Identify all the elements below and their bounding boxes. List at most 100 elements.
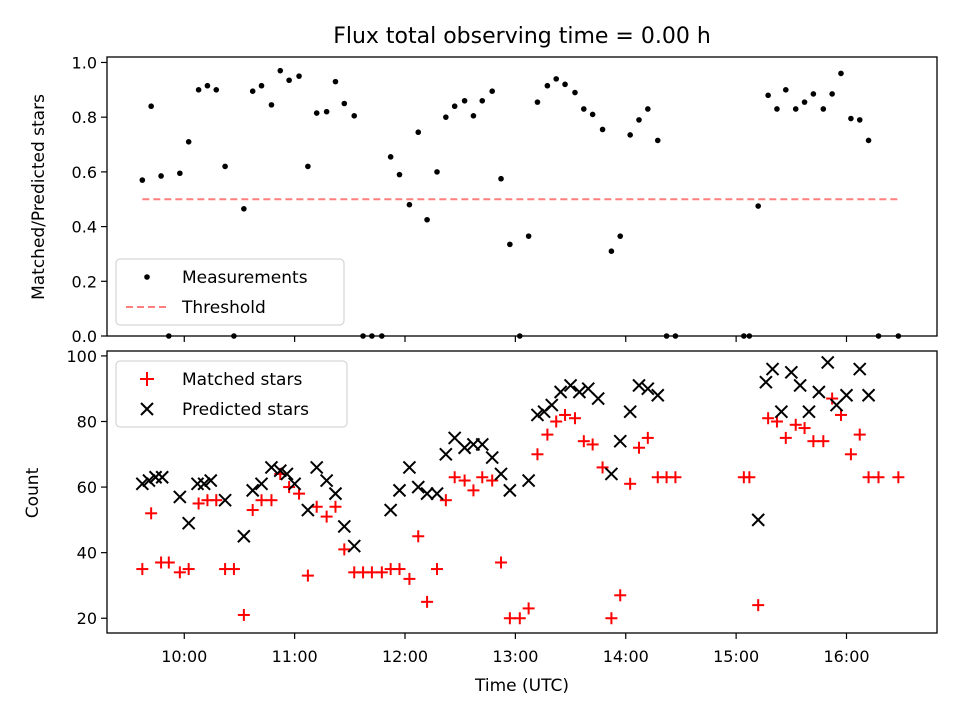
bottom-y-ticks: 20 40 60 80 100: [66, 347, 107, 628]
predicted-star-point: [383, 503, 398, 517]
x-tick-label: 14:00: [603, 647, 649, 666]
measurement-point: [139, 177, 146, 183]
predicted-star-point: [190, 477, 205, 491]
matched-star-point: [375, 566, 388, 579]
measurement-point: [479, 97, 486, 104]
predicted-star-point: [572, 385, 587, 399]
x-tick-label: 15:00: [713, 647, 759, 666]
measurement-point: [838, 70, 844, 77]
predicted-star-point: [765, 362, 780, 376]
matched-star-point: [550, 415, 563, 428]
matched-star-point: [458, 474, 471, 487]
matched-star-point: [531, 448, 544, 461]
measurement-point: [654, 137, 661, 144]
matched-star-point: [421, 595, 434, 608]
predicted-star-point: [430, 486, 444, 501]
matched-star-point: [320, 510, 333, 523]
predicted-star-point: [135, 477, 150, 491]
matched-star-point: [210, 494, 223, 507]
measurement-point: [782, 87, 789, 93]
measurement-point: [434, 169, 440, 175]
matched-star-point: [293, 487, 306, 500]
measurement-point: [415, 129, 422, 136]
predicted-star-point: [264, 460, 279, 475]
predicted-star-point: [155, 470, 169, 484]
measurement-point: [258, 82, 265, 89]
measurement-point: [213, 87, 220, 93]
matched-star-point: [393, 563, 406, 576]
matched-star-point: [513, 612, 526, 625]
matched-star-point: [338, 543, 351, 556]
matched-star-point: [817, 435, 830, 448]
predicted-star-point: [802, 404, 816, 419]
matched-star-point: [669, 471, 682, 484]
measurement-point: [379, 333, 385, 339]
measurement-point: [608, 248, 615, 255]
matched-star-point: [605, 612, 618, 625]
measurement-point: [516, 333, 523, 339]
matched-star-point: [853, 428, 866, 441]
matched-star-point: [495, 556, 508, 569]
predicted-star-point: [254, 477, 269, 491]
matched-star-point: [476, 471, 489, 484]
matched-star-point: [283, 481, 296, 494]
predicted-star-point: [641, 382, 655, 396]
bottom-y-tick-label: 20: [77, 609, 97, 628]
top-y-tick-label: 1.0: [72, 53, 97, 72]
measurement-point: [848, 115, 854, 122]
matched-star-point: [329, 500, 342, 513]
measurement-point: [461, 97, 468, 104]
x-tick-label: 13:00: [492, 647, 538, 666]
legend-measurements-marker: [144, 274, 150, 280]
matched-star-point: [182, 563, 195, 576]
measurement-point: [148, 103, 154, 110]
matched-star-point: [237, 608, 250, 621]
matched-star-point: [431, 563, 444, 576]
measurement-point: [177, 170, 183, 177]
measurement-point: [387, 154, 394, 160]
measurement-point: [820, 106, 827, 112]
bottom-legend: Matched stars Predicted stars: [115, 360, 348, 428]
matched-star-point: [577, 435, 590, 448]
measurement-point: [525, 233, 532, 239]
measurement-point: [553, 76, 560, 82]
predicted-star-point: [613, 434, 627, 448]
legend-measurements-label: Measurements: [182, 268, 308, 288]
predicted-star-point: [651, 388, 665, 402]
predicted-star-point: [521, 473, 536, 488]
measurement-point: [489, 88, 495, 94]
measurement-point: [865, 137, 872, 144]
predicted-star-point: [142, 473, 156, 488]
x-tick-label: 16:00: [823, 647, 869, 666]
predicted-star-point: [173, 490, 187, 504]
legend-matched-label: Matched stars: [182, 370, 302, 390]
matched-star-point: [136, 563, 149, 576]
matched-star-point: [752, 599, 765, 612]
measurement-point: [249, 88, 256, 94]
matched-star-point: [192, 497, 205, 510]
matched-star-point: [892, 471, 905, 484]
measurement-point: [617, 233, 624, 239]
matched-star-point: [770, 415, 783, 428]
measurement-point: [801, 99, 808, 105]
measurement-point: [572, 89, 578, 96]
measurement-point: [645, 106, 651, 112]
matched-star-point: [568, 412, 581, 425]
measurement-point: [627, 132, 633, 138]
matched-star-point: [834, 408, 847, 421]
matched-star-point: [310, 500, 323, 513]
predicted-star-point: [821, 355, 835, 370]
measurement-point: [296, 73, 302, 79]
x-tick-label: 12:00: [382, 647, 428, 666]
measurement-point: [498, 175, 504, 182]
predicted-star-point: [197, 477, 211, 491]
matched-star-point: [162, 556, 175, 569]
measurement-point: [755, 203, 761, 209]
bottom-series: [135, 355, 905, 625]
measurement-point: [396, 171, 403, 178]
measurement-point: [895, 333, 902, 339]
matched-star-point: [486, 474, 499, 487]
top-y-tick-label: 0.8: [72, 108, 97, 127]
measurement-point: [305, 163, 311, 170]
matched-star-point: [826, 392, 839, 405]
